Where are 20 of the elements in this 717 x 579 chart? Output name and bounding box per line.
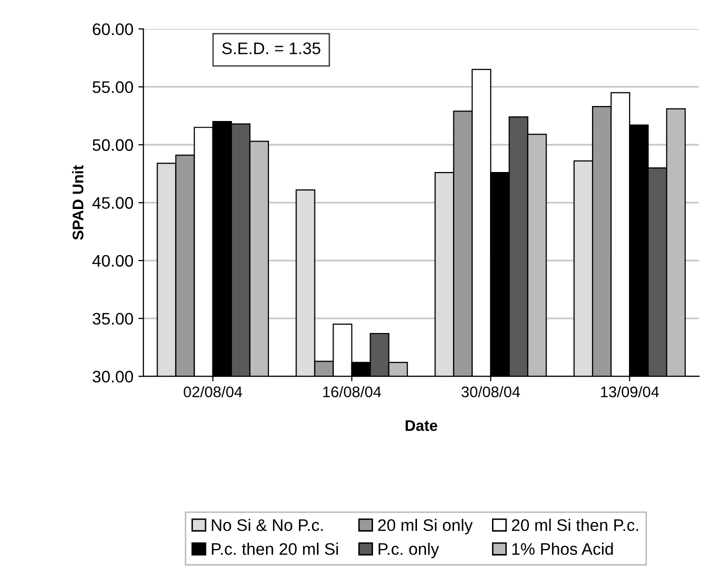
x-tick-label: 30/08/04 (462, 386, 520, 398)
x-tick-label: 02/08/04 (184, 386, 242, 398)
y-tick-label: 35.00 (92, 312, 134, 325)
legend-label: P.c. only (378, 542, 440, 558)
y-tick-label: 50.00 (92, 139, 134, 151)
y-tick-label: 60.00 (92, 23, 134, 36)
legend-label: 20 ml Si then P.c. (512, 518, 638, 532)
x-axis-title: Date (406, 420, 438, 431)
x-tick-label: 16/08/04 (323, 386, 382, 398)
y-tick-label: 55.00 (92, 81, 134, 94)
legend-label: P.c. then 20 ml Si (212, 542, 338, 555)
legend-label: No Si & No P.c. (212, 518, 323, 532)
y-tick-label: 30.00 (92, 370, 134, 383)
legend-label: 20 ml Si only (378, 518, 473, 534)
annotation: S.E.D. = 1.35 (222, 42, 320, 54)
y-axis-title: SPAD Unit (72, 165, 84, 240)
y-tick-label: 45.00 (92, 197, 134, 209)
legend-label: 1% Phos Acid (512, 542, 613, 555)
y-tick-label: 40.00 (92, 254, 134, 267)
x-tick-label: 13/09/04 (601, 386, 659, 398)
